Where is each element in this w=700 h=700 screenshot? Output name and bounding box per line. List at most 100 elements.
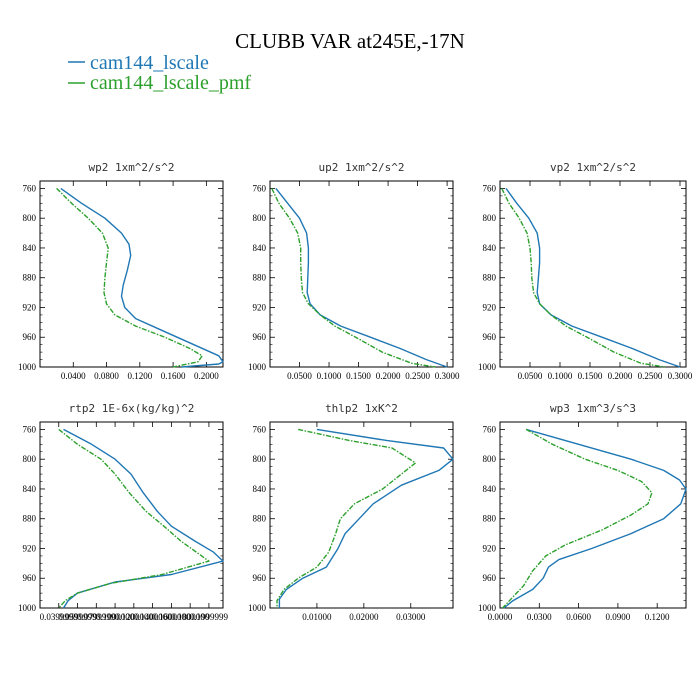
y-tick-label: 800 — [483, 454, 497, 464]
y-tick-label: 880 — [483, 514, 497, 524]
y-tick-label: 960 — [253, 332, 267, 342]
y-tick-label: 760 — [23, 424, 37, 434]
panel-title: vp2 1xm^2/s^2 — [550, 161, 636, 174]
y-tick-label: 960 — [483, 332, 497, 342]
y-tick-label: 760 — [483, 183, 497, 193]
plot-frame — [39, 421, 224, 609]
x-tick-label: 0.0599999 — [58, 612, 97, 622]
x-tick-label: 0.0600 — [566, 612, 591, 622]
y-tick-label: 1000 — [478, 603, 497, 613]
y-tick-label: 800 — [253, 213, 267, 223]
series-line-cam144-lscale-pmf — [56, 187, 203, 368]
panel-title: rtp2 1E-6x(kg/kg)^2 — [69, 402, 195, 415]
legend: cam144_lscale cam144_lscale_pmf — [68, 52, 251, 94]
y-tick-label: 880 — [23, 273, 37, 283]
y-tick-label: 840 — [483, 243, 497, 253]
y-tick-label: 800 — [23, 213, 37, 223]
y-tick-label: 760 — [23, 183, 37, 193]
series-line-cam144-lscale — [278, 428, 454, 608]
x-tick-label: 0.1600000 — [152, 612, 191, 622]
series-line-cam144-lscale-pmf — [502, 428, 653, 609]
plot-frame — [269, 180, 454, 368]
y-tick-label: 840 — [23, 484, 37, 494]
x-tick-label: 0.2000 — [194, 371, 219, 381]
x-tick-label: 0.1999999 — [190, 612, 229, 622]
x-tick-label: 0.1800000 — [171, 612, 210, 622]
panel-2: up2 1xm^2/s^2 760 800 840 880 920 960 1000 0.050… — [248, 161, 460, 381]
x-tick-label: 0.2000 — [608, 371, 633, 381]
x-tick-label: 0.0300 — [527, 612, 552, 622]
y-tick-label: 840 — [23, 243, 37, 253]
x-tick-label: 0.1500 — [578, 371, 603, 381]
x-tick-label: 0.2000 — [376, 371, 401, 381]
y-tick-label: 760 — [483, 424, 497, 434]
legend-label-cam144-lscale-pmf: cam144_lscale_pmf — [90, 72, 251, 94]
y-tick-label: 960 — [23, 332, 37, 342]
panel-title: thlp2 1xK^2 — [325, 402, 398, 415]
y-tick-label: 920 — [253, 543, 267, 553]
y-tick-label: 800 — [483, 213, 497, 223]
y-tick-label: 760 — [253, 183, 267, 193]
legend-label-cam144-lscale: cam144_lscale — [90, 52, 209, 74]
y-tick-label: 760 — [253, 424, 267, 434]
y-tick-label: 840 — [483, 484, 497, 494]
series-line-cam144-lscale — [503, 428, 687, 609]
y-tick-label: 880 — [483, 273, 497, 283]
y-tick-label: 1000 — [478, 362, 497, 372]
y-tick-label: 1000 — [18, 603, 37, 613]
panel-5: thlp2 1xK^2 760 800 840 880 920 960 1000 0.01000… — [248, 402, 454, 622]
y-tick-label: 1000 — [18, 362, 37, 372]
y-tick-label: 840 — [253, 484, 267, 494]
series-line-cam144-lscale-pmf — [276, 428, 417, 608]
x-tick-label: 0.0400 — [61, 371, 86, 381]
x-tick-label: 0.1400000 — [133, 612, 172, 622]
x-tick-label: 0.1500 — [346, 371, 371, 381]
plot-frame — [499, 421, 687, 609]
y-tick-label: 1000 — [248, 362, 267, 372]
x-tick-label: 0.2500 — [405, 371, 430, 381]
x-tick-label: 0.03000 — [396, 612, 426, 622]
series-line-cam144-lscale — [60, 187, 224, 368]
x-tick-label: 0.01000 — [302, 612, 332, 622]
y-tick-label: 920 — [253, 302, 267, 312]
y-tick-label: 920 — [483, 302, 497, 312]
y-tick-label: 800 — [23, 454, 37, 464]
figure-title: CLUBB VAR at245E,-17N — [235, 29, 465, 53]
panel-title: wp3 1xm^3/s^3 — [550, 402, 636, 415]
y-tick-label: 920 — [483, 543, 497, 553]
x-tick-label: 0.0500 — [518, 371, 543, 381]
series-line-cam144-lscale — [62, 428, 224, 609]
x-tick-label: 0.1000000 — [96, 612, 135, 622]
series-line-cam144-lscale-pmf — [271, 188, 436, 368]
series-line-cam144-lscale-pmf — [58, 428, 210, 609]
y-tick-label: 960 — [253, 573, 267, 583]
y-tick-label: 960 — [483, 573, 497, 583]
x-tick-label: 0.2500 — [638, 371, 663, 381]
panel-1: wp2 1xm^2/s^2 760 800 840 880 920 960 1000 0.040… — [18, 161, 224, 381]
x-tick-label: 0.3000 — [668, 371, 693, 381]
x-tick-label: 0.1600 — [161, 371, 186, 381]
series-line-cam144-lscale — [505, 187, 681, 368]
x-tick-label: 0.0799999 — [77, 612, 116, 622]
x-tick-label: 0.1000 — [317, 371, 342, 381]
panel-title: wp2 1xm^2/s^2 — [88, 161, 174, 174]
panel-6: wp3 1xm^3/s^3 760 800 840 880 920 960 10000.000… — [478, 402, 687, 622]
x-tick-label: 0.1200 — [127, 371, 152, 381]
panel-4: rtp2 1E-6x(kg/kg)^2 760 800 840 880 920 960 100… — [18, 402, 229, 622]
plot-frame — [269, 421, 454, 609]
x-tick-label: 0.0900 — [606, 612, 631, 622]
y-tick-label: 920 — [23, 543, 37, 553]
y-tick-label: 1000 — [248, 603, 267, 613]
y-tick-label: 880 — [23, 514, 37, 524]
panel-title: up2 1xm^2/s^2 — [318, 161, 404, 174]
x-tick-label: 0.1200000 — [115, 612, 154, 622]
x-tick-label: 0.0500 — [287, 371, 312, 381]
x-tick-label: 0.1000 — [548, 371, 573, 381]
x-tick-label: 0.0399999 — [40, 612, 79, 622]
y-tick-label: 920 — [23, 302, 37, 312]
panels: wp2 1xm^2/s^2 760 800 840 880 920 960 1000 0.040… — [18, 161, 693, 622]
panel-3: vp2 1xm^2/s^2 760 800 840 880 920 960 1000 0.050… — [478, 161, 693, 381]
y-tick-label: 840 — [253, 243, 267, 253]
plot-frame — [39, 180, 224, 368]
